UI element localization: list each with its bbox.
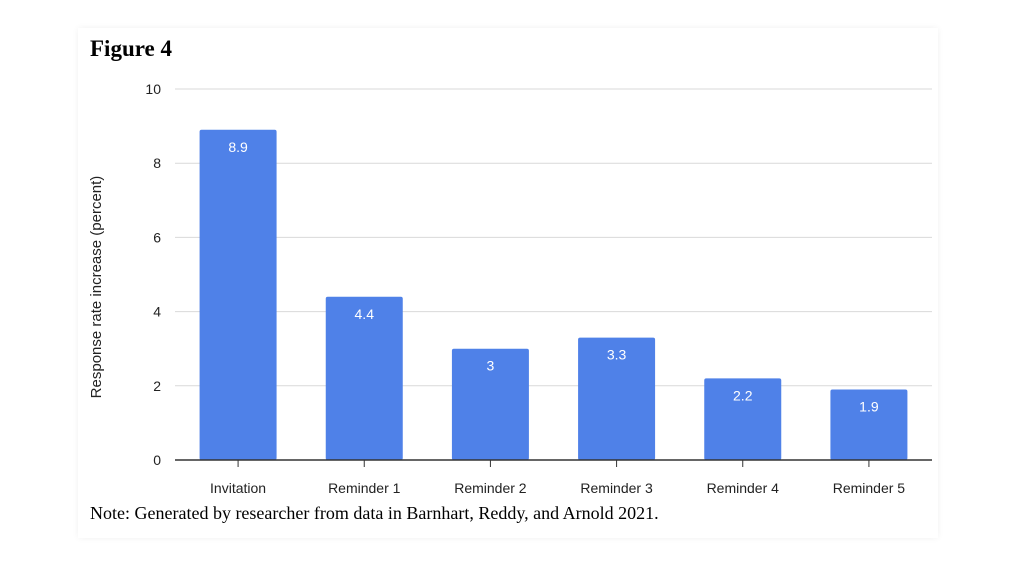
x-tick-label: Reminder 5: [833, 480, 906, 496]
axes: 0 2 4 6 8 10 Invitation Reminder 1 Reminder 2 Rem…: [145, 81, 932, 496]
figure-note: Note: Generated by researcher from data …: [90, 503, 659, 523]
bar-value-label: 1.9: [859, 399, 879, 415]
bar-value-label: 3: [487, 358, 495, 374]
y-tick-label: 0: [153, 452, 161, 468]
y-axis-title: Response rate increase (percent): [88, 176, 105, 399]
x-tick-label: Reminder 3: [580, 480, 653, 496]
bar-value-label: 3.3: [607, 347, 627, 363]
bar: [578, 337, 656, 460]
bar: [451, 348, 529, 460]
bar: [704, 378, 782, 460]
y-tick-label: 10: [145, 81, 161, 97]
bar-value-label: 2.2: [733, 387, 753, 403]
bar: [325, 296, 403, 460]
x-tick-label: Reminder 1: [328, 480, 401, 496]
y-tick-label: 4: [153, 304, 161, 320]
figure-label: Figure 4: [90, 36, 172, 61]
y-tick-label: 8: [153, 155, 161, 171]
x-tick-label: Reminder 2: [454, 480, 527, 496]
bar-value-label: 8.9: [228, 139, 248, 155]
bar: [830, 389, 908, 460]
y-tick-label: 6: [153, 229, 161, 245]
x-tick-label: Invitation: [210, 480, 266, 496]
y-tick-label: 2: [153, 378, 161, 394]
gridlines: [175, 88, 932, 387]
bars: 8.9 4.4 3 3.3 2.2 1.9: [199, 129, 908, 460]
bar: [199, 129, 277, 460]
x-tick-label: Reminder 4: [707, 480, 780, 496]
bar-value-label: 4.4: [355, 306, 375, 322]
